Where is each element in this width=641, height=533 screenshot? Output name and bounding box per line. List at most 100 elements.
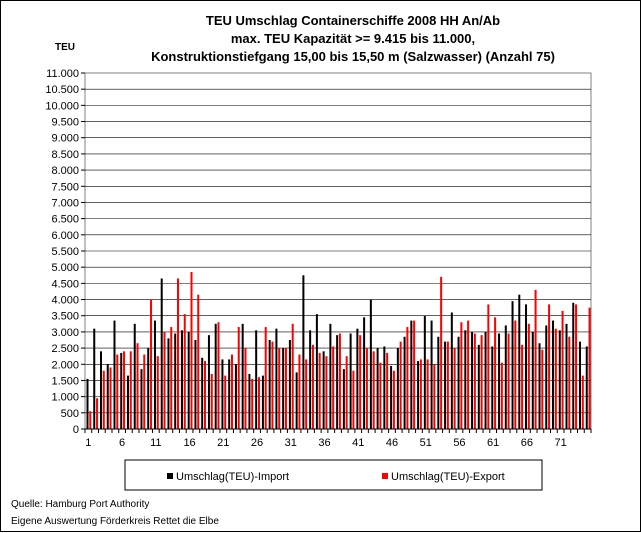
y-tick-label: 10.000	[45, 100, 79, 112]
bar-import	[572, 302, 575, 429]
bar-export	[494, 317, 497, 429]
bar-import	[288, 340, 291, 429]
bar-import	[126, 375, 129, 429]
bar-import	[315, 314, 318, 429]
chart-title-line-3: Konstruktionstiefgang 15,00 bis 15,50 m …	[151, 49, 555, 64]
y-tick-label: 2.500	[51, 343, 79, 355]
bar-export	[581, 375, 584, 429]
bar-import	[558, 330, 561, 429]
bar-import	[295, 372, 298, 429]
bar-export	[507, 333, 510, 429]
bar-import	[471, 331, 474, 429]
bar-export	[305, 359, 308, 429]
bar-import	[518, 294, 521, 429]
bar-import	[255, 330, 258, 429]
bar-import	[336, 335, 339, 429]
legend-swatch-import	[167, 473, 173, 479]
chart-title-line-2: max. TEU Kapazität >= 9.415 bis 11.000,	[231, 31, 475, 46]
bar-import	[390, 365, 393, 429]
bar-export	[345, 356, 348, 429]
bar-export	[271, 341, 274, 429]
bar-import	[498, 333, 501, 429]
bar-export	[197, 294, 200, 429]
bar-export	[446, 341, 449, 429]
y-tick-label: 6.500	[51, 214, 79, 226]
bar-export	[365, 348, 368, 429]
bar-export	[203, 361, 206, 429]
y-tick-label: 8.000	[51, 165, 79, 177]
bar-export	[183, 314, 186, 429]
bar-export	[568, 336, 571, 429]
bar-import	[423, 315, 426, 429]
x-tick-label: 16	[183, 437, 195, 449]
bar-import	[585, 346, 588, 429]
bar-import	[552, 320, 555, 429]
bar-export	[541, 349, 544, 429]
x-tick-label: 41	[352, 437, 364, 449]
y-tick-label: 2.000	[51, 359, 79, 371]
bar-import	[201, 357, 204, 429]
bar-export	[548, 304, 551, 429]
bar-import	[187, 331, 190, 429]
bar-import	[396, 348, 399, 429]
bar-export	[379, 362, 382, 429]
bar-export	[210, 373, 213, 429]
bar-export	[440, 276, 443, 429]
x-tick-label: 26	[251, 437, 263, 449]
bar-export	[291, 323, 294, 429]
bar-export	[136, 343, 139, 429]
bar-import	[356, 328, 359, 429]
x-tick-label: 21	[217, 437, 229, 449]
y-tick-label: 1.000	[51, 392, 79, 404]
bar-export	[487, 304, 490, 429]
bar-import	[214, 323, 217, 429]
bar-import	[457, 336, 460, 429]
bar-import	[504, 325, 507, 429]
bar-import	[207, 335, 210, 429]
bar-export	[500, 362, 503, 429]
bar-export	[224, 375, 227, 429]
bar-export	[359, 335, 362, 429]
bar-import	[511, 301, 514, 429]
bar-import	[342, 369, 345, 429]
bar-export	[406, 327, 409, 429]
bar-export	[480, 335, 483, 429]
x-tick-label: 71	[555, 437, 567, 449]
y-tick-label: 7.500	[51, 181, 79, 193]
y-tick-label: 8.500	[51, 149, 79, 161]
bar-import	[363, 317, 366, 429]
bar-import	[417, 361, 420, 429]
bar-import	[302, 275, 305, 429]
legend-swatch-export	[382, 473, 388, 479]
bar-export	[332, 346, 335, 429]
y-tick-label: 4.000	[51, 295, 79, 307]
x-tick-label: 66	[521, 437, 533, 449]
y-tick-label: 9.500	[51, 117, 79, 129]
bar-export	[244, 348, 247, 429]
bar-import	[437, 336, 440, 429]
bar-import	[565, 323, 568, 429]
x-axis-ticks: 1 6 11 16 21 26 31 36 41 46 51 56 61 66 71	[84, 429, 592, 449]
bar-export	[588, 307, 591, 429]
bar-export	[264, 327, 267, 429]
bar-export	[298, 354, 301, 429]
bar-import	[93, 328, 96, 429]
bar-export	[143, 354, 146, 429]
bar-import	[194, 340, 197, 429]
bar-import	[228, 359, 231, 429]
bar-export	[392, 370, 395, 429]
bar-import	[234, 364, 237, 429]
bar-import	[349, 333, 352, 429]
bar-export	[419, 359, 422, 429]
bar-import	[160, 278, 163, 429]
x-tick-label: 6	[119, 437, 125, 449]
bar-import	[410, 320, 413, 429]
y-tick-label: 500	[61, 408, 79, 420]
legend-label-import: Umschlag(TEU)-Import	[176, 471, 289, 483]
bar-import	[329, 323, 332, 429]
source-line-2: Eigene Auswertung Förderkreis Rettet die…	[11, 516, 219, 527]
bar-import	[174, 333, 177, 429]
bar-export	[96, 398, 99, 429]
